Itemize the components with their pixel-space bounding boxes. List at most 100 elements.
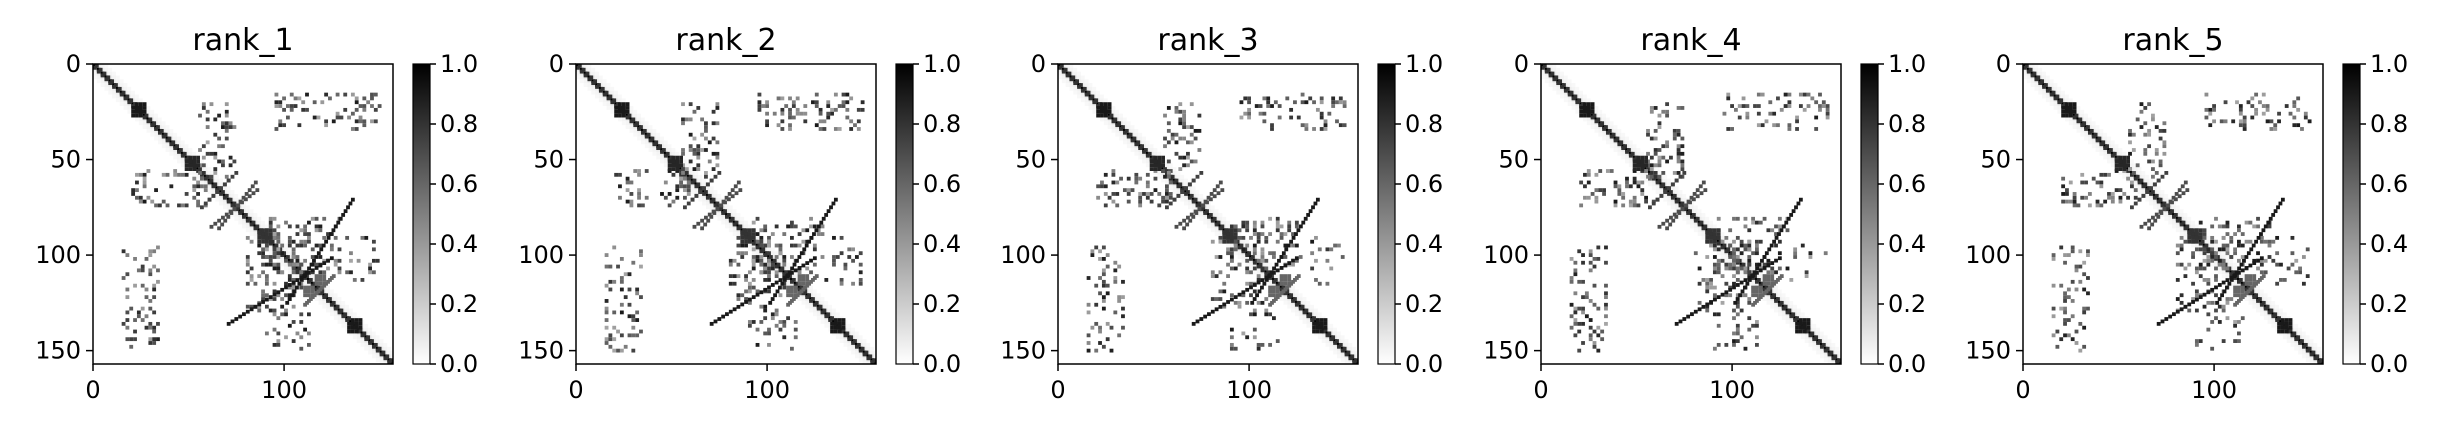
heatmap-cell: [1214, 255, 1219, 259]
heatmap-cell: [1590, 117, 1595, 122]
heatmap-cell: [602, 102, 607, 107]
heatmap-cell: [1268, 312, 1273, 317]
heatmap-cell: [1560, 94, 1564, 99]
heatmap-cell: [786, 316, 791, 321]
heatmap-cell: [1672, 171, 1677, 175]
x-tick-label: 0: [85, 376, 100, 404]
heatmap-cell: [1172, 197, 1177, 202]
heatmap-cell: [205, 140, 210, 145]
heatmap-cell: [1751, 281, 1756, 286]
heatmap-cell: [663, 144, 668, 149]
heatmap-cell: [205, 151, 210, 156]
heatmap-cell: [1661, 171, 1666, 175]
heatmap-cell: [161, 121, 166, 126]
heatmap-cell: [853, 123, 857, 128]
heatmap-cell: [627, 302, 632, 307]
heatmap-cell: [1331, 96, 1336, 101]
heatmap-cell: [371, 354, 376, 359]
heatmap-cell: [1628, 199, 1633, 204]
heatmap-cell: [770, 297, 775, 301]
heatmap-cell: [1111, 192, 1116, 196]
heatmap-cell: [602, 92, 607, 97]
heatmap-cell: [1101, 344, 1106, 349]
heatmap-cell: [1188, 218, 1193, 223]
heatmap-cell: [1058, 75, 1062, 80]
heatmap-cell: [621, 98, 626, 103]
heatmap-cell: [324, 239, 329, 244]
heatmap-cell: [1231, 235, 1236, 240]
heatmap-cell: [629, 203, 634, 208]
heatmap-cell: [1709, 220, 1713, 225]
heatmap-cell: [205, 174, 210, 179]
heatmap-cell: [165, 138, 170, 143]
heatmap-cell: [1283, 274, 1288, 279]
heatmap-cell: [1098, 256, 1102, 261]
heatmap-cell: [299, 239, 304, 244]
heatmap-cell: [679, 184, 683, 189]
heatmap-cell: [673, 159, 678, 164]
heatmap-cell: [1061, 69, 1066, 74]
heatmap-cell: [1722, 111, 1727, 116]
heatmap-cell: [1186, 125, 1190, 129]
heatmap-cell: [1176, 171, 1181, 175]
heatmap-cell: [818, 119, 823, 124]
heatmap-cell: [1260, 251, 1265, 256]
heatmap-cell: [866, 356, 871, 361]
heatmap-cell: [1674, 199, 1679, 204]
heatmap-cell: [686, 167, 691, 171]
heatmap-cell: [795, 107, 800, 112]
heatmap-cell: [784, 104, 789, 108]
heatmap-cell: [1168, 186, 1173, 191]
heatmap-cell: [1649, 174, 1654, 179]
heatmap-cell: [579, 67, 584, 72]
heatmap-cell: [1588, 325, 1593, 330]
heatmap-cell: [326, 266, 330, 271]
heatmap-cell: [261, 270, 265, 275]
heatmap-cell: [1787, 100, 1792, 105]
heatmap-cell: [303, 258, 308, 263]
heatmap-cell: [337, 270, 342, 275]
heatmap-cell: [793, 268, 798, 273]
heatmap-cell: [284, 335, 288, 340]
heatmap-cell: [1117, 295, 1122, 300]
heatmap-cell: [1310, 266, 1315, 271]
heatmap-cell: [639, 295, 643, 300]
heatmap-cell: [667, 203, 672, 208]
heatmap-cell: [1199, 197, 1204, 202]
heatmap-cell: [1229, 239, 1234, 244]
heatmap-cell: [201, 102, 206, 107]
heatmap-cell: [1294, 243, 1299, 248]
heatmap-cell: [1069, 83, 1074, 87]
heatmap-cell: [1142, 148, 1146, 152]
heatmap-cell: [1218, 297, 1223, 301]
heatmap-cell: [1218, 304, 1223, 309]
heatmap-cell: [1319, 318, 1324, 322]
heatmap-cell: [1115, 109, 1120, 114]
heatmap-cell: [811, 100, 815, 105]
heatmap-cell: [1795, 119, 1799, 124]
heatmap-cell: [127, 86, 132, 91]
heatmap-cell: [658, 144, 662, 149]
heatmap-cell: [1789, 304, 1794, 309]
heatmap-cell: [1203, 211, 1208, 215]
heatmap-cell: [221, 215, 225, 220]
heatmap-cell: [303, 228, 308, 233]
heatmap-cell: [1646, 174, 1650, 179]
heatmap-cell: [1329, 323, 1334, 328]
heatmap-cell: [1222, 216, 1227, 221]
heatmap-cell: [1302, 310, 1307, 315]
heatmap-cell: [740, 293, 745, 298]
heatmap-cell: [801, 291, 806, 296]
heatmap-cell: [1174, 224, 1179, 229]
heatmap-cell: [144, 256, 149, 261]
heatmap-cell: [640, 121, 645, 126]
heatmap-cell: [1107, 106, 1112, 110]
heatmap-cell: [778, 327, 783, 332]
heatmap-cell: [337, 297, 342, 301]
heatmap-cell: [790, 281, 794, 286]
heatmap-cell: [799, 251, 804, 256]
heatmap-cell: [1308, 209, 1313, 214]
heatmap-cell: [335, 111, 340, 116]
heatmap-cell: [249, 239, 254, 244]
colorbar-tick-label: 0.0: [440, 350, 478, 378]
